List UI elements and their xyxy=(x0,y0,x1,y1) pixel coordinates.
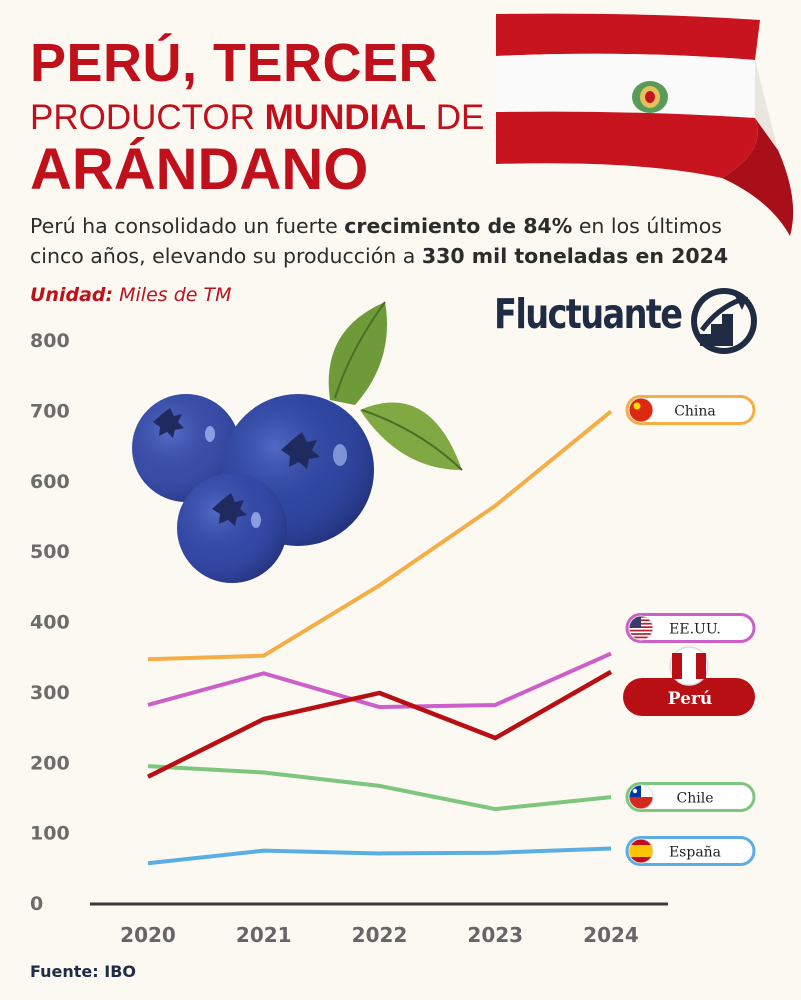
y-tick-label: 700 xyxy=(30,400,70,422)
x-tick-label: 2022 xyxy=(352,923,408,947)
subtitle: Perú ha consolidado un fuerte crecimient… xyxy=(30,211,730,271)
y-tick-label: 500 xyxy=(30,541,70,563)
legend-pill xyxy=(623,678,755,716)
peru-flag-left-band xyxy=(672,653,682,679)
legend-pill xyxy=(625,836,756,866)
chile-flag-icon xyxy=(629,785,653,809)
legend-text: España xyxy=(669,845,721,861)
legend-label-eeuu: EE.UU. xyxy=(625,613,756,643)
legend-pill xyxy=(625,782,756,812)
page-title-line3: ARÁNDANO xyxy=(30,137,369,202)
subtitle-part1: Perú ha consolidado un fuerte xyxy=(30,214,345,238)
y-tick-label: 600 xyxy=(30,471,70,493)
y-tick-label: 0 xyxy=(30,893,43,915)
flag-star xyxy=(633,402,641,410)
flag-star xyxy=(632,788,638,794)
spain-flag-icon xyxy=(629,839,653,863)
y-tick-label: 100 xyxy=(30,823,70,845)
subtitle-part2: en los últimos cinco años, elevando su p… xyxy=(30,214,722,268)
legend-label-espaa: España xyxy=(625,836,756,866)
flag-ring xyxy=(628,615,654,641)
y-tick-label: 300 xyxy=(30,682,70,704)
title-line2-bold: MUNDIAL xyxy=(264,98,427,137)
y-tick-label: 400 xyxy=(30,612,70,634)
source-note: Fuente: IBO xyxy=(30,962,136,981)
blueberries-with-leaves xyxy=(132,301,463,583)
legend-text: Perú xyxy=(668,689,712,709)
flag-ring xyxy=(628,784,654,810)
subtitle-bold1: crecimiento de 84% xyxy=(344,214,573,238)
unit-label-value: Miles de TM xyxy=(113,284,232,306)
flag-yellow xyxy=(629,845,653,857)
title-line2-pre: PRODUCTOR xyxy=(30,98,265,137)
flag-stripe xyxy=(629,633,653,635)
flag-ring xyxy=(628,838,654,864)
series-line-china xyxy=(147,409,613,662)
flag-field xyxy=(629,398,653,422)
flag-red xyxy=(629,797,653,809)
peru-flag-ribbon xyxy=(496,13,794,236)
y-tick-label: 800 xyxy=(30,330,70,352)
title-line2-post: DE xyxy=(426,98,485,137)
subtitle-bold2: 330 mil toneladas en 2024 xyxy=(421,244,729,268)
legend-label-chile: Chile xyxy=(625,782,756,812)
page-title-line2: PRODUCTOR MUNDIAL DE xyxy=(30,98,484,138)
legend-text: Chile xyxy=(677,791,714,807)
peru-flag-right-band xyxy=(696,653,706,679)
brand-name: Fluctuante xyxy=(494,290,683,338)
x-tick-label: 2021 xyxy=(236,923,292,947)
x-tick-label: 2024 xyxy=(583,923,639,947)
unit-label: Unidad: Miles de TM xyxy=(30,284,232,306)
legend-label-china: China xyxy=(625,395,756,425)
series-line-chile xyxy=(147,764,612,812)
legend-text: EE.UU. xyxy=(669,622,721,638)
series-line-espaa xyxy=(147,846,612,866)
page-title: PERÚ, TERCER xyxy=(30,33,439,93)
flag-stripe xyxy=(629,629,653,632)
legend-pill xyxy=(625,395,756,425)
y-tick-label: 200 xyxy=(30,752,70,774)
legend-label-per: Perú xyxy=(623,646,755,716)
legend-text: China xyxy=(674,404,716,420)
legend-pill xyxy=(625,613,756,643)
rising-stairs-arrow-icon xyxy=(691,288,757,354)
series-line-eeuu xyxy=(147,651,612,710)
x-tick-label: 2023 xyxy=(467,923,523,947)
china-flag-icon xyxy=(629,398,653,422)
unit-label-key: Unidad: xyxy=(30,284,114,306)
flag-stripe xyxy=(629,636,653,639)
flag-ring xyxy=(628,397,654,423)
x-tick-label: 2020 xyxy=(120,923,176,947)
